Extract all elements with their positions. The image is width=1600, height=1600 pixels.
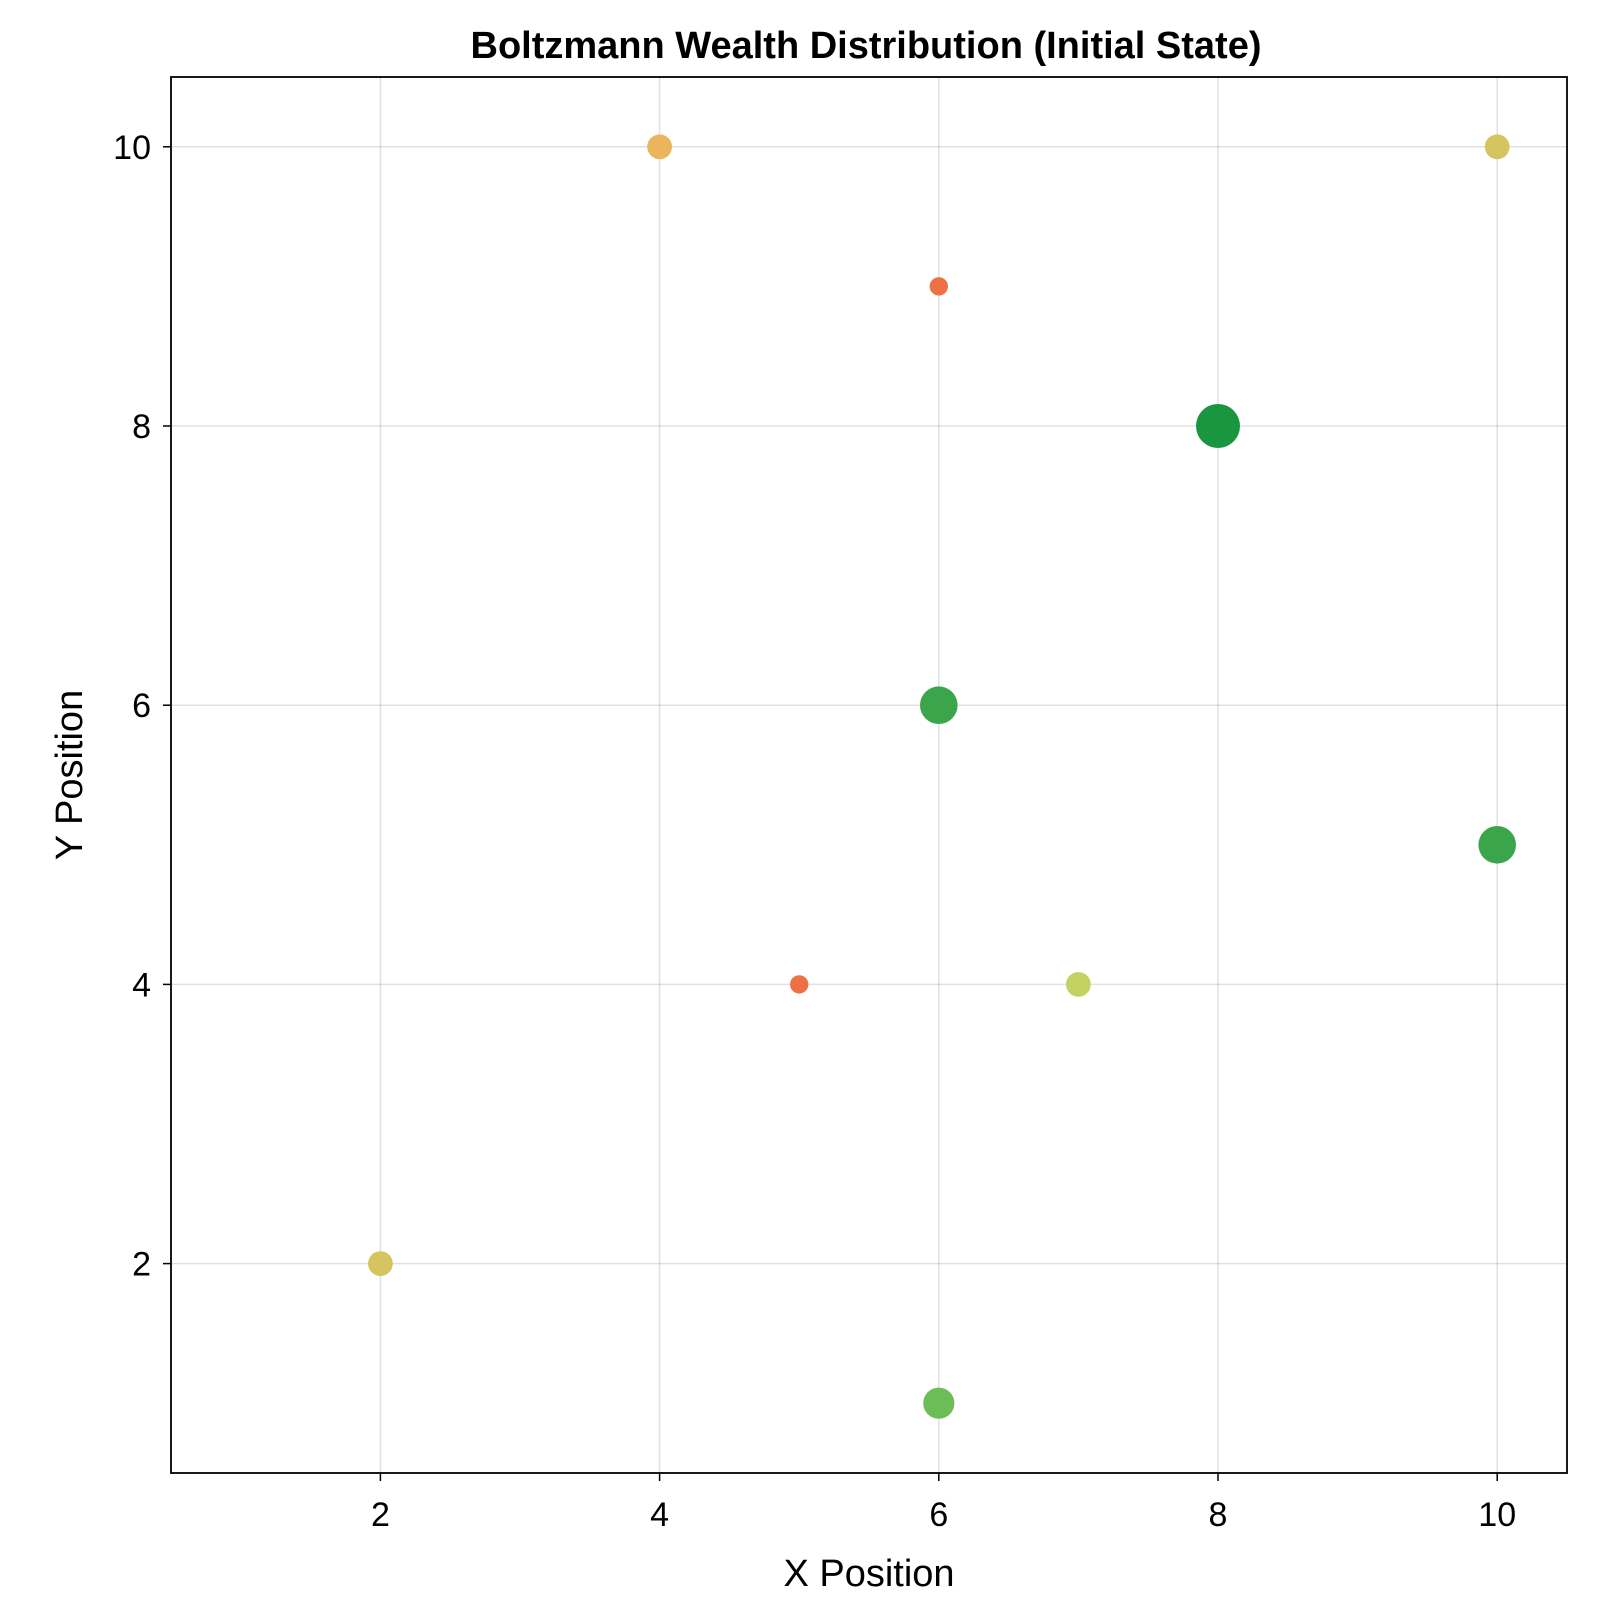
x-tick-label: 2 <box>371 1496 390 1534</box>
data-point <box>923 1387 955 1419</box>
y-tick-label: 8 <box>132 408 151 446</box>
data-point <box>920 686 958 724</box>
data-point <box>1196 404 1240 448</box>
data-points <box>368 134 1516 1419</box>
chart-title: Boltzmann Wealth Distribution (Initial S… <box>471 25 1262 67</box>
x-axis-label: X Position <box>783 1553 954 1595</box>
data-point <box>790 975 809 994</box>
y-tick-label: 4 <box>132 966 151 1004</box>
data-point <box>1478 826 1516 864</box>
x-tick-label: 8 <box>1209 1496 1228 1534</box>
data-point <box>647 134 672 160</box>
data-point <box>1066 972 1091 997</box>
x-tick-label: 6 <box>929 1496 948 1534</box>
y-axis-label: Y Position <box>49 690 91 860</box>
data-point <box>929 277 948 296</box>
y-tick-label: 2 <box>132 1246 151 1284</box>
x-tick-label: 4 <box>650 1496 669 1534</box>
y-tick-label: 6 <box>132 687 151 725</box>
y-tick-label: 10 <box>113 129 151 167</box>
data-point <box>1484 134 1510 160</box>
x-tick-label: 10 <box>1478 1496 1516 1534</box>
data-point <box>368 1251 393 1276</box>
plot-frame <box>170 76 1568 1474</box>
grid <box>171 77 1567 1473</box>
axis-ticks: 2 4 6 8 10 2 4 6 8 10 <box>113 129 1516 1534</box>
